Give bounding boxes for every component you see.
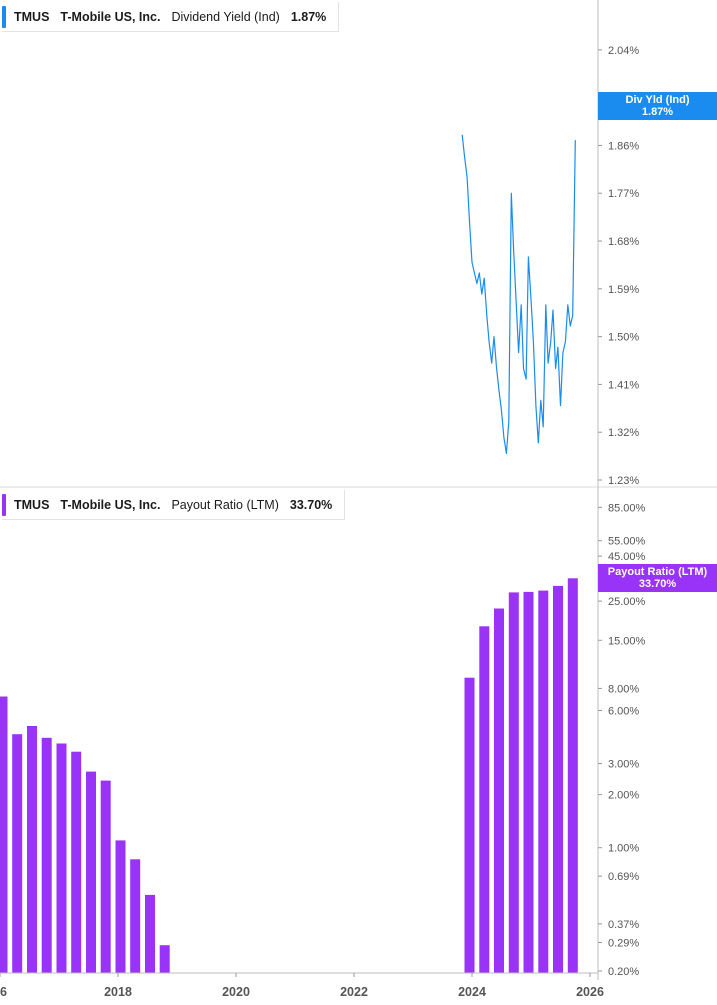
y-tick-label: 1.59%: [608, 284, 639, 296]
payout-ratio-bar: [0, 696, 8, 973]
payout-ratio-badge: Payout Ratio (LTM) 33.70%: [598, 564, 717, 592]
y-tick-label: 0.69%: [608, 871, 639, 883]
payout-ratio-bar: [479, 626, 490, 973]
y-tick-label: 1.68%: [608, 236, 639, 248]
legend-value: 1.87%: [290, 9, 327, 24]
y-tick-label: 1.00%: [608, 843, 639, 855]
y-tick-label: 8.00%: [608, 683, 639, 695]
y-tick-label: 1.23%: [608, 475, 639, 487]
legend-metric: Payout Ratio (LTM): [171, 497, 279, 512]
y-tick-label: 1.50%: [608, 332, 639, 344]
badge-value: 33.70%: [638, 578, 677, 590]
badge-value: 1.87%: [641, 106, 674, 118]
dividend-legend[interactable]: TMUS T-Mobile US, Inc. Dividend Yield (I…: [2, 2, 340, 32]
legend-ticker: TMUS: [14, 497, 50, 512]
y-tick-label: 1.41%: [608, 379, 639, 391]
y-tick-label: 55.00%: [608, 536, 646, 548]
x-tick-label: 16: [0, 985, 7, 999]
payout-ratio-bar: [464, 677, 475, 973]
y-tick-label: 45.00%: [608, 551, 646, 563]
payout-ratio-bar: [100, 780, 111, 973]
x-tick-label: 2024: [458, 985, 486, 999]
payout-ratio-bar: [567, 578, 578, 973]
legend-company: T-Mobile US, Inc.: [60, 9, 161, 24]
x-tick-label: 2022: [340, 985, 368, 999]
payout-ratio-bar: [86, 771, 96, 973]
y-tick-label: 1.86%: [608, 140, 639, 152]
payout-ratio-bar: [115, 840, 126, 973]
x-tick-label: 2020: [222, 985, 250, 999]
payout-ratio-bar: [71, 751, 82, 973]
legend-ticker: TMUS: [14, 9, 50, 24]
legend-metric: Dividend Yield (Ind): [171, 9, 280, 24]
y-tick-label: 3.00%: [608, 759, 639, 771]
y-tick-label: 15.00%: [608, 635, 646, 647]
y-tick-label: 2.00%: [608, 790, 639, 802]
y-tick-label: 1.77%: [608, 188, 639, 200]
y-tick-label: 85.00%: [608, 502, 646, 514]
payout-ratio-bar: [130, 859, 141, 973]
y-tick-label: 6.00%: [608, 705, 639, 717]
dividend-legend-swatch: [2, 5, 6, 28]
y-tick-label: 0.37%: [608, 919, 639, 931]
y-tick-label: 0.29%: [608, 938, 639, 950]
x-tick-label: 2018: [104, 985, 132, 999]
dividend-yield-plot: [461, 134, 576, 454]
payout-ratio-bar: [41, 737, 52, 973]
payout-ratio-bar: [523, 591, 534, 973]
dividend-yield-line: [461, 134, 576, 454]
payout-legend-swatch: [2, 493, 6, 516]
payout-ratio-bar: [508, 592, 519, 973]
x-tick-label: 2026: [576, 985, 604, 999]
badge-label: Div Yld (Ind): [625, 94, 690, 106]
payout-ratio-bar: [12, 734, 23, 973]
y-tick-label: 1.32%: [608, 427, 639, 439]
payout-ratio-plot: [0, 578, 578, 973]
payout-ratio-bar: [145, 894, 155, 973]
dividend-yield-badge: Div Yld (Ind) 1.87%: [598, 92, 717, 120]
payout-ratio-bar: [538, 590, 549, 973]
payout-ratio-bar: [553, 585, 563, 973]
y-tick-label: 25.00%: [608, 596, 646, 608]
badge-label: Payout Ratio (LTM): [607, 566, 708, 578]
y-tick-label: 2.04%: [608, 45, 639, 57]
payout-ratio-bar: [56, 743, 67, 973]
payout-ratio-bar: [494, 608, 504, 973]
payout-ratio-bar: [159, 945, 170, 973]
y-tick-label: 0.20%: [608, 966, 639, 978]
payout-ratio-bar: [27, 726, 37, 973]
payout-legend[interactable]: TMUS T-Mobile US, Inc. Payout Ratio (LTM…: [2, 490, 346, 520]
legend-company: T-Mobile US, Inc.: [60, 497, 161, 512]
legend-value: 33.70%: [289, 497, 333, 512]
